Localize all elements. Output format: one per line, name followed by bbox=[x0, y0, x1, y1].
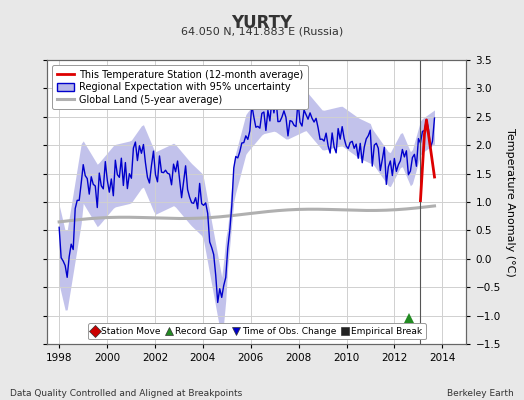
Text: Berkeley Earth: Berkeley Earth bbox=[447, 389, 514, 398]
Y-axis label: Temperature Anomaly (°C): Temperature Anomaly (°C) bbox=[505, 128, 515, 276]
Text: Data Quality Controlled and Aligned at Breakpoints: Data Quality Controlled and Aligned at B… bbox=[10, 389, 243, 398]
Text: 64.050 N, 141.883 E (Russia): 64.050 N, 141.883 E (Russia) bbox=[181, 26, 343, 36]
Text: YURTY: YURTY bbox=[232, 14, 292, 32]
Legend: Station Move, Record Gap, Time of Obs. Change, Empirical Break: Station Move, Record Gap, Time of Obs. C… bbox=[88, 323, 426, 340]
